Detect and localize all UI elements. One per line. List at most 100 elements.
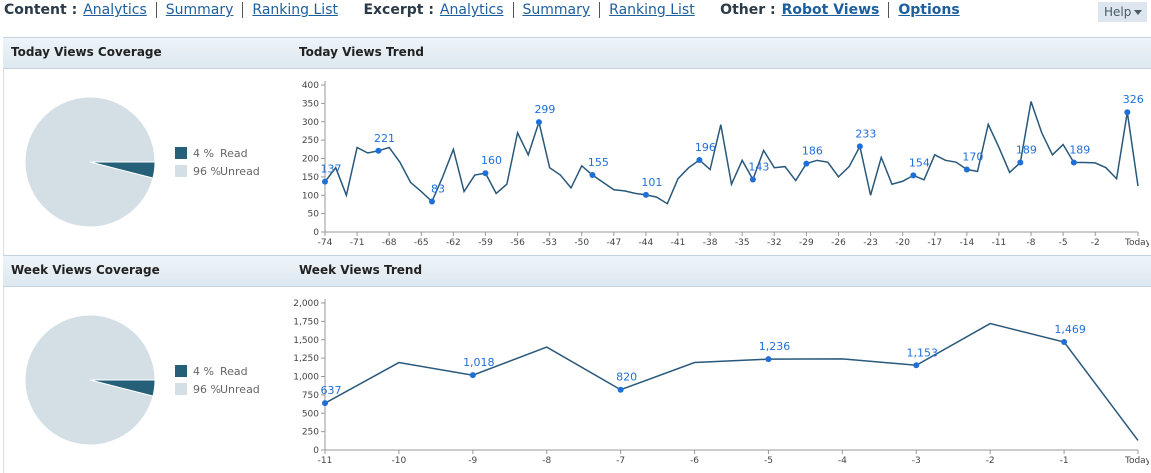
panel-body: 4 % Read 96 % Unread 0 50 100 150 200 250 300 350 4… <box>3 69 1151 255</box>
x-tick-label: -56 <box>510 238 525 248</box>
x-tick-label: Today <box>1124 238 1149 248</box>
y-tick-label: 2,000 <box>293 299 319 309</box>
data-label: 221 <box>374 132 395 145</box>
legend-value: 96 % <box>193 165 221 178</box>
legend-label: Unread <box>220 165 260 178</box>
x-tick-label: -6 <box>690 456 699 466</box>
panel-body: 4 % Read 96 % Unread 0 250 500 750 1,000 1,250 1,… <box>3 287 1151 473</box>
data-point <box>469 372 476 379</box>
nav-group: Other : Robot Views Options <box>720 2 969 18</box>
x-tick-label: -71 <box>350 238 365 248</box>
legend-swatch <box>175 383 187 395</box>
line-chart: 0 50 100 150 200 250 300 350 400 -74 -71 -68 -65 -62 -… <box>302 81 1149 248</box>
data-point <box>375 147 382 154</box>
data-point <box>428 198 435 205</box>
x-tick-label: -8 <box>1027 238 1036 248</box>
data-label: 155 <box>588 156 609 169</box>
x-tick-label: Today <box>1124 456 1149 466</box>
pie-chart: 4 % Read 96 % Unread <box>24 96 260 228</box>
data-label: 1,236 <box>759 340 791 353</box>
data-label: 137 <box>321 163 342 176</box>
data-label: 170 <box>962 151 983 164</box>
x-tick-label: -41 <box>671 238 686 248</box>
nav-link[interactable]: Summary <box>512 2 600 18</box>
y-tick-label: 150 <box>302 173 319 183</box>
nav-link[interactable]: Analytics <box>83 2 147 18</box>
nav-link[interactable]: Summary <box>155 2 243 18</box>
x-tick-label: -35 <box>735 238 750 248</box>
data-point <box>322 178 328 185</box>
data-label: 299 <box>534 103 555 116</box>
help-button[interactable]: Help <box>1098 2 1147 22</box>
x-tick-label: -47 <box>606 238 621 248</box>
nav-link[interactable]: Robot Views <box>781 2 880 18</box>
data-point <box>803 160 810 167</box>
x-tick-label: -7 <box>616 456 625 466</box>
x-tick-label: -68 <box>382 238 397 248</box>
x-tick-label: -74 <box>318 238 333 248</box>
data-label: 233 <box>855 127 876 140</box>
data-point <box>642 191 649 198</box>
data-label: 186 <box>802 145 823 158</box>
legend-label: Read <box>220 147 248 160</box>
data-point <box>749 176 756 183</box>
data-point <box>1017 159 1024 166</box>
nav-label: Content : <box>4 2 78 18</box>
data-point <box>482 170 489 177</box>
panel-header: Week Views Coverage Week Views Trend <box>3 255 1151 287</box>
y-tick-label: 1,500 <box>293 336 319 346</box>
panel-header: Today Views Coverage Today Views Trend <box>3 37 1151 69</box>
legend-value: 4 % <box>193 147 214 160</box>
x-tick-label: -50 <box>574 238 589 248</box>
data-label: 143 <box>748 160 769 173</box>
nav-link[interactable]: Analytics <box>439 2 504 18</box>
y-tick-label: 1,000 <box>293 373 319 383</box>
trend-line <box>324 101 1139 205</box>
data-label: 160 <box>481 154 502 167</box>
x-tick-label: -59 <box>478 238 493 248</box>
data-point <box>856 143 863 150</box>
line-chart: 0 250 500 750 1,000 1,250 1,500 1,750 2,000 -11 -1… <box>293 299 1149 466</box>
y-tick-label: 350 <box>302 99 319 109</box>
data-point <box>765 356 772 363</box>
x-tick-label: -53 <box>542 238 557 248</box>
data-label: 326 <box>1123 93 1144 106</box>
data-point <box>617 386 624 393</box>
data-point <box>910 172 917 179</box>
data-label: 637 <box>321 384 342 397</box>
x-tick-label: -26 <box>831 238 846 248</box>
nav-link[interactable]: Ranking List <box>599 2 704 18</box>
data-label: 1,018 <box>463 356 495 369</box>
data-point <box>1061 339 1068 346</box>
y-tick-label: 250 <box>302 136 319 146</box>
x-tick-label: -1 <box>1060 456 1069 466</box>
data-point <box>1124 109 1131 116</box>
legend-value: 96 % <box>193 383 221 396</box>
legend-label: Unread <box>220 383 260 396</box>
nav-link[interactable]: Options <box>888 2 969 18</box>
data-point <box>535 119 542 126</box>
x-tick-label: -62 <box>446 238 461 248</box>
x-tick-label: -44 <box>639 238 654 248</box>
panel-title: Week Views Coverage <box>11 263 160 277</box>
x-tick-label: -23 <box>863 238 878 248</box>
legend-swatch <box>175 165 187 177</box>
data-label: 820 <box>616 371 637 384</box>
x-tick-label: -3 <box>912 456 921 466</box>
nav-group: Excerpt : Analytics Summary Ranking List <box>363 2 704 18</box>
data-label: 83 <box>431 182 445 195</box>
nav-link[interactable]: Ranking List <box>242 2 347 18</box>
x-tick-label: -4 <box>838 456 847 466</box>
nav-label: Excerpt : <box>363 2 434 18</box>
nav-bar: Content : Analytics Summary Ranking List Ex… <box>4 2 981 22</box>
x-tick-label: -17 <box>927 238 942 248</box>
y-tick-label: 0 <box>313 228 319 238</box>
pie-chart: 4 % Read 96 % Unread <box>24 314 260 446</box>
panel-title: Today Views Trend <box>299 45 424 59</box>
data-point <box>696 156 703 163</box>
nav-group: Content : Analytics Summary Ranking List <box>4 2 347 18</box>
x-tick-label: -20 <box>895 238 910 248</box>
data-label: 154 <box>909 156 930 169</box>
data-point <box>963 166 970 173</box>
